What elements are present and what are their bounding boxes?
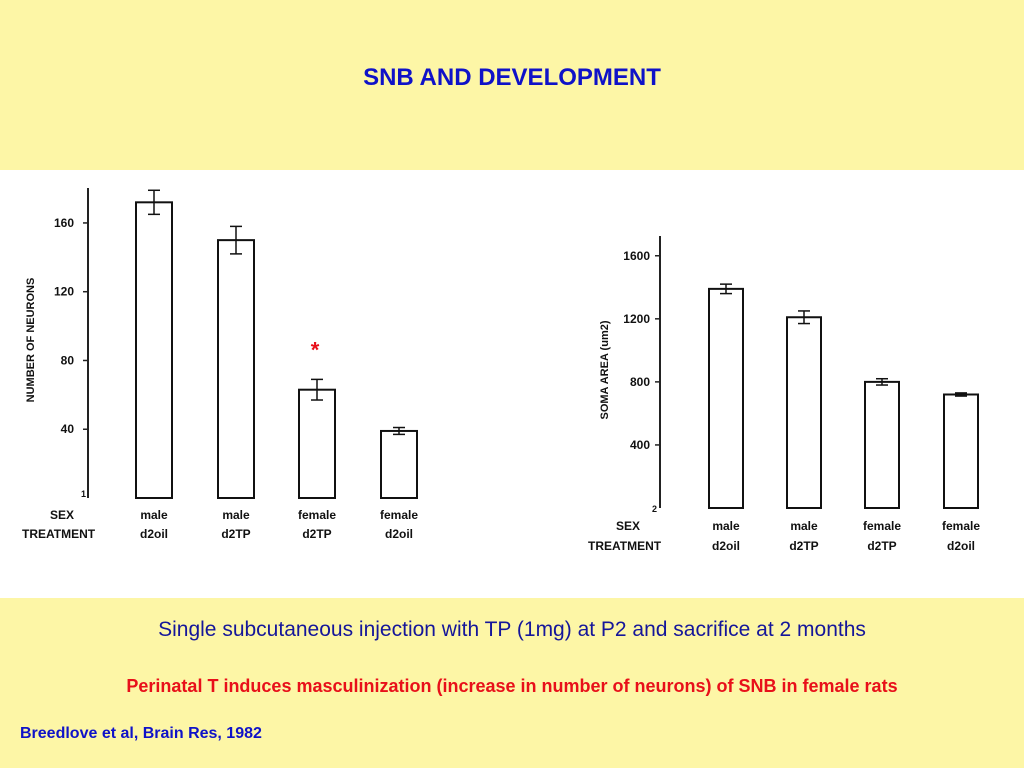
category-sex-label: female: [380, 508, 418, 522]
category-treatment-label: d2oil: [712, 539, 740, 553]
bar: [298, 388, 336, 499]
category-treatment-label: d2TP: [302, 527, 331, 541]
bar: [380, 429, 418, 499]
bar: [708, 287, 744, 509]
category-sex-label: male: [790, 519, 818, 533]
category-sex-label: male: [222, 508, 250, 522]
category-treatment-label: d2oil: [947, 539, 975, 553]
bar: [135, 201, 173, 499]
citation: Breedlove et al, Brain Res, 1982: [20, 725, 262, 742]
figure-panel: 40 80 120 160 NUMBER OF NEURONS 1 SEX TREATMENT…: [0, 170, 1024, 598]
slide-title: SNB AND DEVELOPMENT: [363, 64, 661, 91]
category-sex-label: female: [863, 519, 901, 533]
significance-asterisk: *: [311, 337, 320, 362]
row-label-sex: SEX: [50, 508, 74, 522]
y-tick-label: 800: [630, 375, 650, 389]
category-treatment-label: d2TP: [867, 539, 896, 553]
conclusion: Perinatal T induces masculinization (inc…: [126, 676, 898, 696]
bar: [786, 316, 822, 509]
row-label-sex: SEX: [616, 519, 640, 533]
category-sex-label: male: [712, 519, 740, 533]
bar-charts: 40 80 120 160 NUMBER OF NEURONS 1 SEX TREATMENT…: [22, 188, 980, 553]
y-tick-label: 1600: [623, 249, 650, 263]
category-treatment-label: d2oil: [385, 527, 413, 541]
bar: [217, 239, 255, 500]
row-label-treatment: TREATMENT: [22, 527, 96, 541]
panel-number: 2: [652, 504, 657, 514]
bar: [943, 393, 979, 509]
panel-number: 1: [81, 489, 86, 499]
y-tick-label: 160: [54, 216, 74, 230]
caption: Single subcutaneous injection with TP (1…: [158, 618, 866, 641]
category-sex-label: female: [942, 519, 980, 533]
category-treatment-label: d2TP: [789, 539, 818, 553]
y-tick-label: 400: [630, 438, 650, 452]
category-sex-label: female: [298, 508, 336, 522]
y-axis-label: NUMBER OF NEURONS: [25, 278, 37, 403]
category-sex-label: male: [140, 508, 168, 522]
y-tick-label: 120: [54, 285, 74, 299]
bar: [864, 380, 900, 509]
y-tick-label: 1200: [623, 312, 650, 326]
category-treatment-label: d2TP: [221, 527, 250, 541]
y-axis-label: SOMA AREA (um2): [599, 320, 611, 419]
row-label-treatment: TREATMENT: [588, 539, 662, 553]
category-treatment-label: d2oil: [140, 527, 168, 541]
y-tick-label: 40: [61, 422, 75, 436]
y-tick-label: 80: [61, 353, 75, 367]
